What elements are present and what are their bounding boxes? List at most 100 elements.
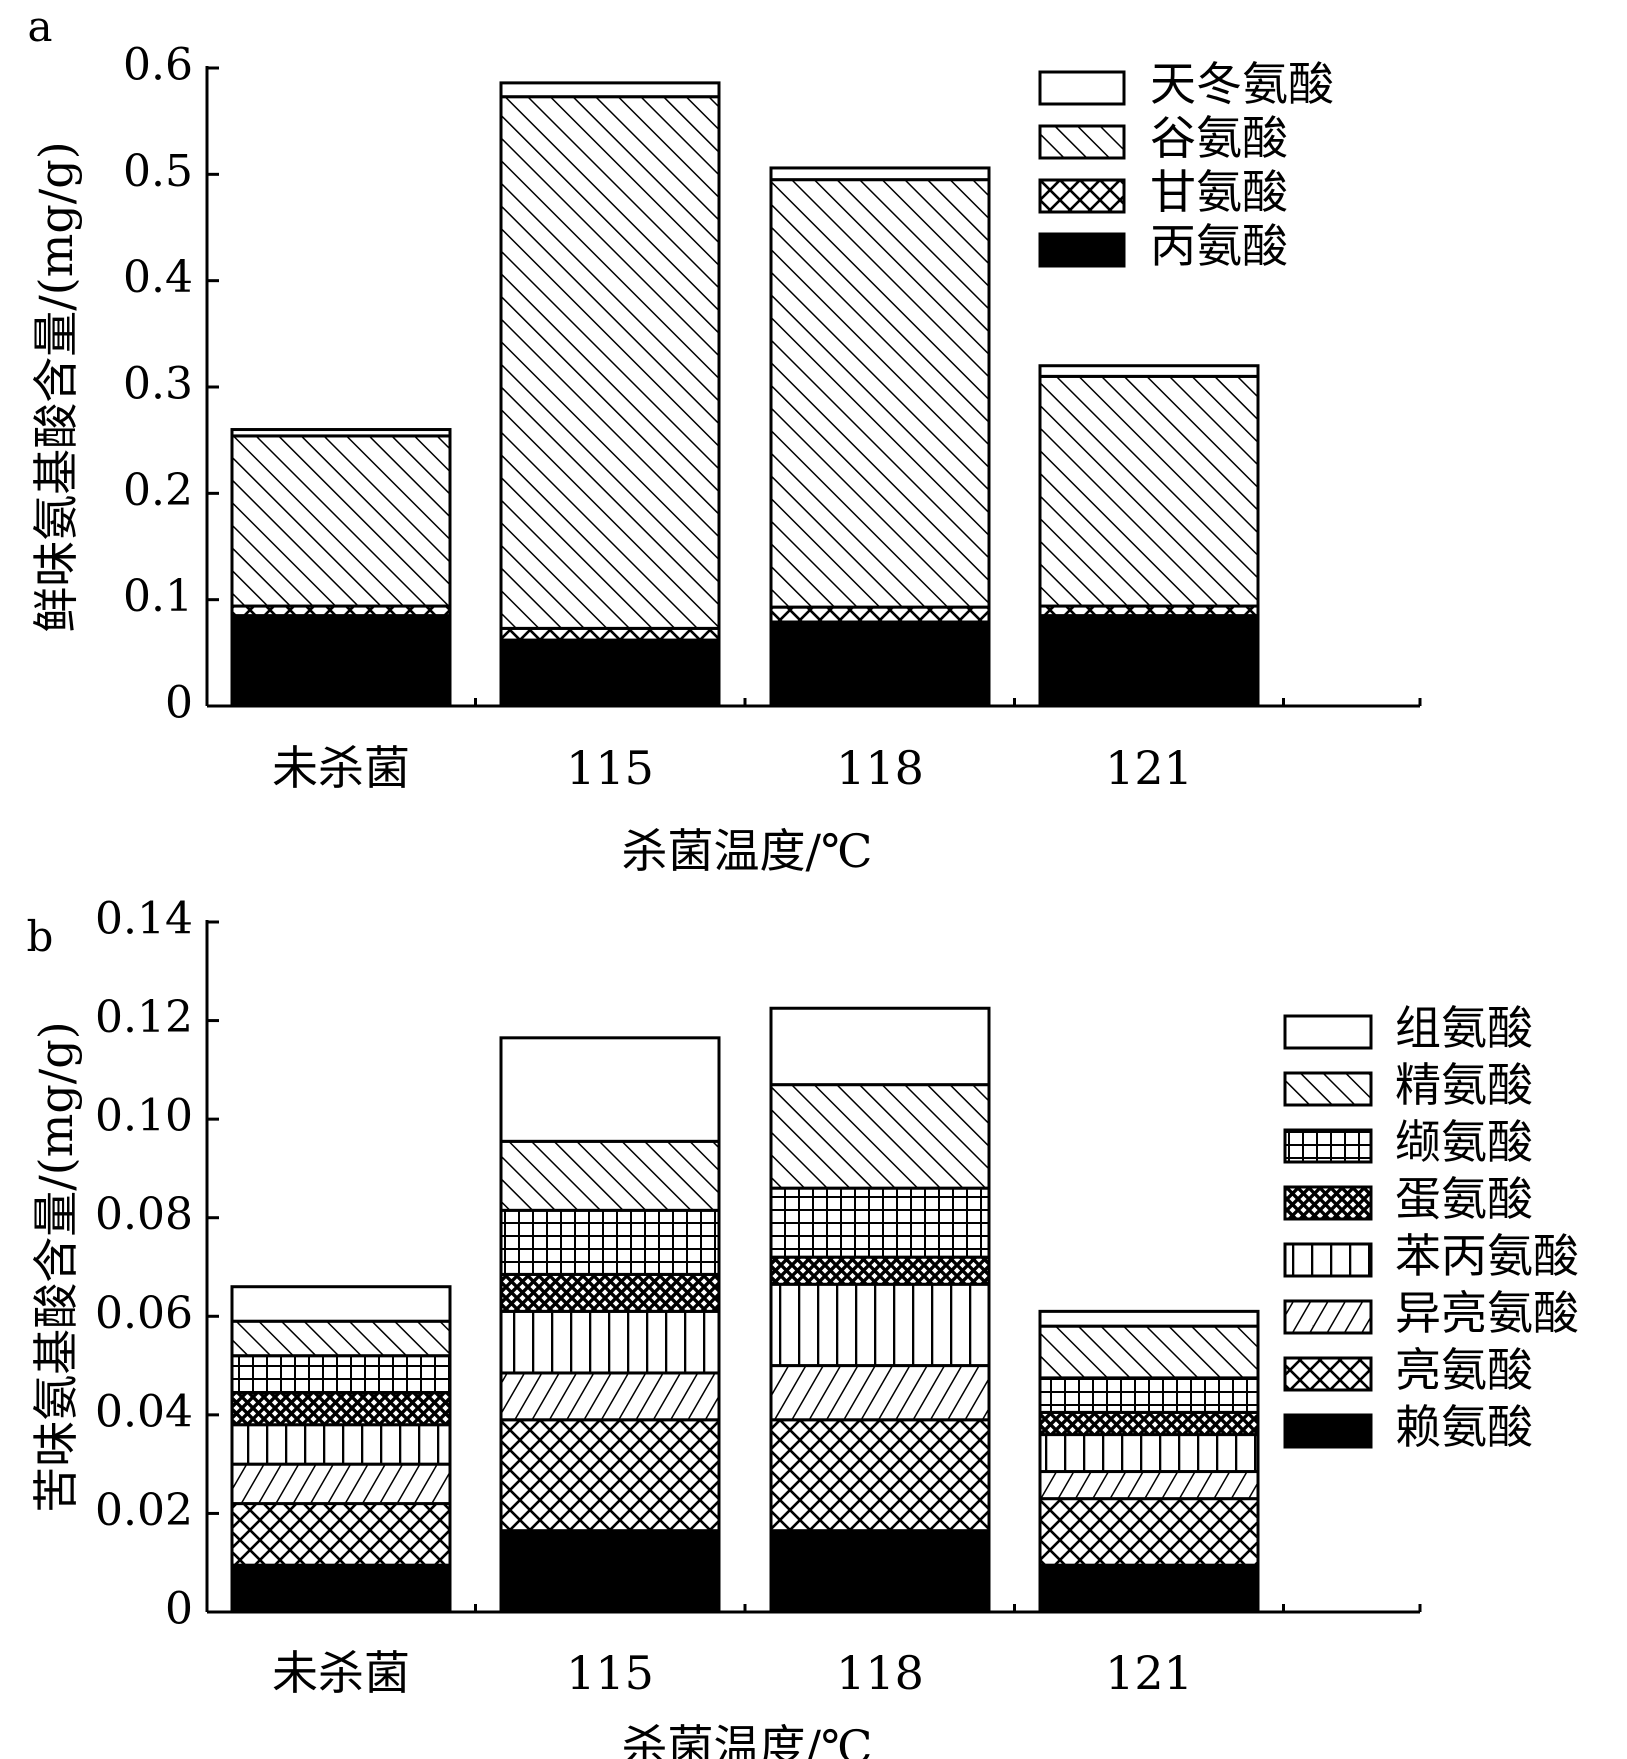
panel-a-bar-segment-3-2 bbox=[499, 95, 721, 630]
panel-b-category-label: 121 bbox=[1105, 1646, 1193, 1700]
panel-b-y-tick-label: 0 bbox=[165, 1584, 193, 1635]
panel-b-bar-segment-8-4 bbox=[1038, 1309, 1260, 1328]
panel-b-category-label: 未杀菌 bbox=[272, 1646, 410, 1700]
panel-a-legend-swatch bbox=[1038, 124, 1126, 160]
panel-b-legend-swatch bbox=[1283, 1299, 1373, 1335]
panel-b-bar-segment-2-4 bbox=[1038, 1497, 1260, 1567]
panel-a-bar-segment-3-1 bbox=[230, 434, 452, 608]
panel-b-bar-segment-7-1 bbox=[230, 1319, 452, 1358]
panel-a-bar-segment-4-2 bbox=[499, 81, 721, 99]
panel-b-bar-segment-8-2 bbox=[499, 1036, 721, 1143]
panel-a-legend-swatch bbox=[1038, 70, 1126, 106]
panel-a-bar-segment-1-4 bbox=[1038, 614, 1260, 708]
panel-b-bar-segment-5-4 bbox=[1038, 1410, 1260, 1437]
panel-b-bar-segment-1-3 bbox=[769, 1529, 991, 1614]
panel-b-category-label: 115 bbox=[566, 1646, 654, 1700]
panel-a-bar-segment-3-4 bbox=[1038, 374, 1260, 608]
panel-b-bar-segment-2-2 bbox=[499, 1418, 721, 1533]
panel-b-y-tick-label: 0.02 bbox=[95, 1485, 193, 1536]
panel-b-bar-segment-7-2 bbox=[499, 1139, 721, 1212]
panel-b-category-label: 118 bbox=[836, 1646, 924, 1700]
panel-a-y-tick-label: 0.6 bbox=[123, 40, 193, 91]
panel-a-legend-swatch bbox=[1038, 178, 1126, 214]
panel-b-bar-segment-5-1 bbox=[230, 1391, 452, 1427]
panel-a-bar-segment-2-2 bbox=[499, 626, 721, 642]
panel-b-y-tick-label: 0.10 bbox=[95, 1091, 193, 1142]
panel-b-legend-label: 亮氨酸 bbox=[1395, 1343, 1533, 1397]
panel-b-bar-segment-5-2 bbox=[499, 1272, 721, 1313]
panel-b-bar-segment-1-2 bbox=[499, 1529, 721, 1614]
panel-b-bar-segment-7-3 bbox=[769, 1083, 991, 1190]
panel-a-bar-segment-1-1 bbox=[230, 614, 452, 708]
panel-b-bar-segment-6-4 bbox=[1038, 1376, 1260, 1414]
panel-a-bar-segment-2-3 bbox=[769, 605, 991, 624]
panel-b-bar-segment-4-2 bbox=[499, 1309, 721, 1375]
panel-b-y-tick-label: 0.06 bbox=[95, 1288, 193, 1339]
panel-b-legend-label: 组氨酸 bbox=[1395, 1001, 1533, 1055]
panel-b-bar-segment-1-4 bbox=[1038, 1563, 1260, 1614]
panel-b-bar-segment-6-2 bbox=[499, 1208, 721, 1276]
panel-b-label: b bbox=[27, 912, 54, 961]
panel-b-bar-segment-2-3 bbox=[769, 1418, 991, 1533]
panel-a-legend-swatch bbox=[1038, 232, 1126, 268]
panel-b-legend-swatch bbox=[1283, 1014, 1373, 1050]
panel-a-legend-label: 丙氨酸 bbox=[1150, 219, 1288, 273]
panel-b-bar-segment-6-1 bbox=[230, 1354, 452, 1395]
panel-b-legend-label: 缬氨酸 bbox=[1395, 1115, 1533, 1169]
panel-b-legend-label: 精氨酸 bbox=[1395, 1058, 1533, 1112]
panel-a-y-tick-label: 0 bbox=[165, 678, 193, 729]
panel-b-bar-segment-2-1 bbox=[230, 1502, 452, 1567]
panel-a-legend-label: 天冬氨酸 bbox=[1150, 57, 1334, 111]
panel-b-bar-segment-8-3 bbox=[769, 1006, 991, 1087]
panel-a-y-tick-label: 0.3 bbox=[123, 359, 193, 410]
panel-a-bar-segment-1-2 bbox=[499, 638, 721, 708]
panel-a-category-label: 未杀菌 bbox=[272, 741, 410, 795]
panel-b-legend-label: 赖氨酸 bbox=[1395, 1400, 1533, 1454]
panel-b-bar-segment-4-1 bbox=[230, 1423, 452, 1466]
panel-a-y-axis-title: 鲜味氨基酸含量/(mg/g) bbox=[29, 141, 83, 632]
panel-b-legend-label: 苯丙氨酸 bbox=[1395, 1229, 1579, 1283]
panel-b-legend-swatch bbox=[1283, 1413, 1373, 1449]
panel-b-bar-segment-8-1 bbox=[230, 1285, 452, 1323]
panel-a-legend-label: 甘氨酸 bbox=[1150, 165, 1288, 219]
panel-b-bar-segment-4-3 bbox=[769, 1282, 991, 1368]
panel-b-bar-segment-3-4 bbox=[1038, 1470, 1260, 1501]
panel-b-legend-swatch bbox=[1283, 1242, 1373, 1278]
panel-b-bar-segment-3-1 bbox=[230, 1462, 452, 1506]
panel-b-bar-segment-5-3 bbox=[769, 1255, 991, 1286]
panel-b-y-axis-title: 苦味氨基酸含量/(mg/g) bbox=[29, 1021, 83, 1512]
panel-b-bar-segment-6-3 bbox=[769, 1186, 991, 1259]
panel-b-bar-segment-4-4 bbox=[1038, 1433, 1260, 1474]
panel-a-bar-segment-4-1 bbox=[230, 428, 452, 438]
panel-b-legend-label: 蛋氨酸 bbox=[1395, 1172, 1533, 1226]
panel-b-bar-segment-7-4 bbox=[1038, 1324, 1260, 1380]
panel-b-y-tick-label: 0.08 bbox=[95, 1189, 193, 1240]
panel-b-y-tick-label: 0.12 bbox=[95, 992, 193, 1043]
panel-a-y-tick-label: 0.2 bbox=[123, 465, 193, 516]
panel-a-bar-segment-4-3 bbox=[769, 166, 991, 182]
panel-b-legend-swatch bbox=[1283, 1128, 1373, 1164]
panel-b-y-tick-label: 0.04 bbox=[95, 1386, 193, 1437]
panel-a-label: a bbox=[27, 2, 52, 51]
panel-b-legend-swatch bbox=[1283, 1185, 1373, 1221]
chart-panel-a: a 0 0.1 0.2 0.3 0.4 0.5 0.6 未杀菌 115 118 121 杀菌温度/℃ 鲜味… bbox=[27, 2, 1422, 878]
panel-b-legend-swatch bbox=[1283, 1356, 1373, 1392]
panel-a-category-label: 118 bbox=[836, 741, 924, 795]
panel-b-bar-segment-3-2 bbox=[499, 1371, 721, 1422]
panel-a-y-tick-label: 0.1 bbox=[123, 571, 193, 622]
panel-b-legend-label: 异亮氨酸 bbox=[1395, 1286, 1579, 1340]
chart-panel-b: b 0 0.02 0.04 0.06 0.08 0.10 0.12 0.14 未杀菌 115 118 1… bbox=[27, 894, 1579, 1759]
panel-a-bar-segment-4-4 bbox=[1038, 364, 1260, 378]
panel-a-y-tick-label: 0.5 bbox=[123, 146, 193, 197]
panel-a-category-label: 121 bbox=[1105, 741, 1193, 795]
panel-a-x-axis-title: 杀菌温度/℃ bbox=[622, 824, 873, 878]
panel-b-bar-segment-3-3 bbox=[769, 1364, 991, 1422]
panel-a-y-tick-label: 0.4 bbox=[123, 252, 193, 303]
panel-a-category-label: 115 bbox=[566, 741, 654, 795]
panel-b-legend-swatch bbox=[1283, 1071, 1373, 1107]
panel-b-y-tick-label: 0.14 bbox=[95, 894, 193, 945]
panel-b-x-axis-title: 杀菌温度/℃ bbox=[622, 1720, 873, 1759]
panel-a-legend-label: 谷氨酸 bbox=[1150, 111, 1288, 165]
panel-a-bar-segment-3-3 bbox=[769, 178, 991, 609]
